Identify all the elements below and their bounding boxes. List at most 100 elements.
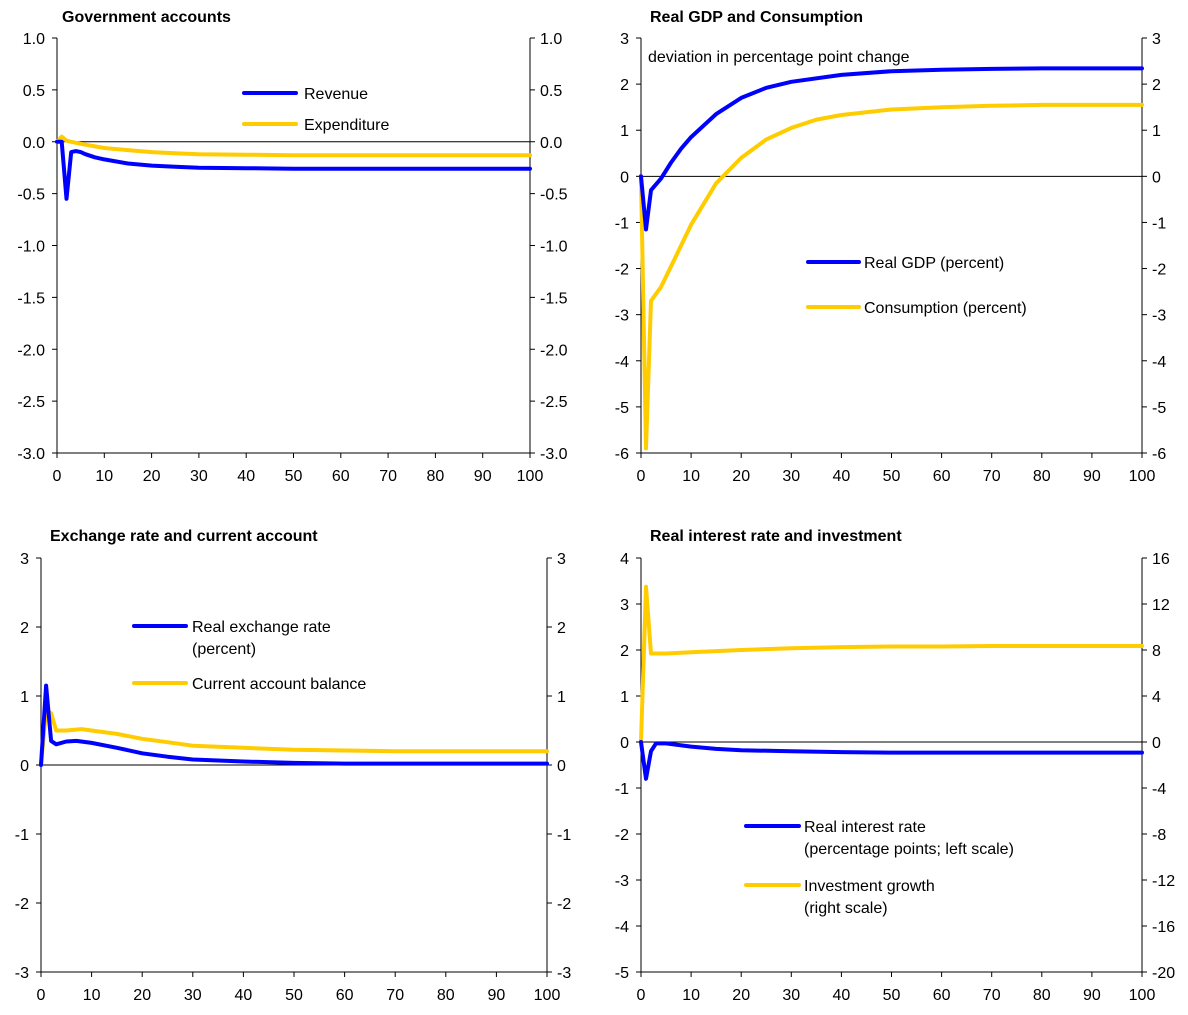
x-tick-label: 70 <box>983 468 1001 485</box>
x-tick-label: 0 <box>637 987 646 1004</box>
y-tick-label-left: 4 <box>620 551 629 568</box>
y-tick-label-left: 1.0 <box>23 31 45 48</box>
y-tick-label-left: 2 <box>620 77 629 94</box>
x-tick-label: 40 <box>235 987 253 1004</box>
legend-label: Current account balance <box>192 676 366 693</box>
chart-panel-2: Real GDP and Consumption3210-1-2-3-4-5-6… <box>615 9 1167 485</box>
x-tick-label: 70 <box>983 987 1001 1004</box>
series-line-1 <box>39 683 549 767</box>
x-tick-label: 30 <box>782 468 800 485</box>
chart-panel-3: Exchange rate and current account 3 2 10 -1 -… <box>15 528 572 1004</box>
x-tick-label: 100 <box>534 987 561 1004</box>
y-tick-label-right: 0.5 <box>540 83 562 100</box>
y-tick-label-left: 3 <box>620 597 629 614</box>
y-tick-label-left: 2 <box>20 620 29 637</box>
x-tick-label: 50 <box>883 468 901 485</box>
y-tick-label-left: -4 <box>615 354 629 371</box>
x-tick-label: 90 <box>1083 468 1101 485</box>
y-tick-label-right: 2 <box>1152 77 1161 94</box>
y-tick-label-left: 1 <box>620 123 629 140</box>
y-tick-label-right: -4 <box>1152 354 1166 371</box>
x-tick-label: 70 <box>386 987 404 1004</box>
chart-title: Exchange rate and current account <box>50 528 318 545</box>
legend-label: (percent) <box>192 641 256 658</box>
y-tick-label-right: 16 <box>1152 551 1170 568</box>
y-tick-label-right: 0.0 <box>540 135 562 152</box>
y-tick-label-left: -1 <box>615 215 629 232</box>
x-tick-label: 100 <box>1129 987 1156 1004</box>
x-tick-label: 10 <box>95 468 113 485</box>
legend-label: Real exchange rate <box>192 619 331 636</box>
x-tick-label: 0 <box>53 468 62 485</box>
x-tick-label: 90 <box>1083 987 1101 1004</box>
x-tick-label: 50 <box>883 987 901 1004</box>
y-tick-label-right: -20 <box>1152 965 1175 982</box>
x-tick-label: 90 <box>488 987 506 1004</box>
y-tick-label-left: 2 <box>620 643 629 660</box>
y-tick-label-right: -8 <box>1152 827 1166 844</box>
x-tick-label: 80 <box>1033 468 1051 485</box>
y-tick-label-left: -2 <box>615 262 629 279</box>
y-tick-label-left: 0 <box>620 169 629 186</box>
x-tick-label: 0 <box>37 987 46 1004</box>
x-tick-label: 80 <box>427 468 445 485</box>
y-tick-label-left: 1 <box>620 689 629 706</box>
legend-label: Consumption (percent) <box>864 300 1027 317</box>
y-tick-label-right: 1 <box>1152 123 1161 140</box>
y-tick-label-left: 0 <box>20 758 29 775</box>
y-tick-label-left: 3 <box>20 551 29 568</box>
chart-annotation: deviation in percentage point change <box>648 49 910 66</box>
y-tick-label-right: 8 <box>1152 643 1161 660</box>
x-tick-label: 80 <box>1033 987 1051 1004</box>
y-tick-label-left: -4 <box>615 919 629 936</box>
x-tick-label: 80 <box>437 987 455 1004</box>
x-tick-label: 60 <box>933 987 951 1004</box>
y-tick-label-left: -3 <box>615 308 629 325</box>
y-tick-label-right: -2 <box>1152 262 1166 279</box>
y-tick-label-right: -1.0 <box>540 239 568 256</box>
y-tick-label-left: -6 <box>615 446 629 463</box>
y-tick-label-right: 2 <box>557 620 566 637</box>
y-tick-label-left: -2 <box>615 827 629 844</box>
x-tick-label: 100 <box>1129 468 1156 485</box>
y-tick-label-right: -2 <box>557 896 571 913</box>
y-tick-label-left: -0.5 <box>17 187 45 204</box>
legend-label: Expenditure <box>304 117 389 134</box>
y-tick-label-right: -1.5 <box>540 290 568 307</box>
x-tick-label: 50 <box>285 987 303 1004</box>
y-tick-label-left: 0.0 <box>23 135 45 152</box>
legend-label: (right scale) <box>804 900 888 917</box>
y-tick-label-right: 1.0 <box>540 31 562 48</box>
x-tick-label: 20 <box>732 468 750 485</box>
x-tick-label: 30 <box>184 987 202 1004</box>
y-tick-label-left: -1.5 <box>17 290 45 307</box>
y-tick-label-right: -1 <box>1152 215 1166 232</box>
y-tick-label-right: -1 <box>557 827 571 844</box>
y-tick-label-right: 3 <box>1152 31 1161 48</box>
y-tick-label-left: -3 <box>615 873 629 890</box>
legend-label: Real interest rate <box>804 819 926 836</box>
y-tick-label-left: -3.0 <box>17 446 45 463</box>
chart-panel-4: Real interest rate and investment 4 3 2 1 0 -1… <box>615 528 1175 1004</box>
y-tick-label-left: -2 <box>15 896 29 913</box>
y-tick-label-left: -2.5 <box>17 394 45 411</box>
y-tick-label-right: -12 <box>1152 873 1175 890</box>
y-tick-label-left: 0 <box>620 735 629 752</box>
y-tick-label-right: -0.5 <box>540 187 568 204</box>
y-tick-label-right: -4 <box>1152 781 1166 798</box>
y-tick-label-left: -1.0 <box>17 239 45 256</box>
legend-label: Investment growth <box>804 878 935 895</box>
legend-label: (percentage points; left scale) <box>804 841 1014 858</box>
y-tick-label-right: 0 <box>557 758 566 775</box>
y-tick-label-right: -3 <box>557 965 571 982</box>
y-tick-label-left: -1 <box>15 827 29 844</box>
chart-title: Real interest rate and investment <box>650 528 902 545</box>
x-tick-label: 20 <box>133 987 151 1004</box>
x-tick-label: 10 <box>83 987 101 1004</box>
series-line-1 <box>639 66 1144 232</box>
y-tick-label-left: -5 <box>615 400 629 417</box>
y-tick-label-right: -6 <box>1152 446 1166 463</box>
y-tick-label-left: -5 <box>615 965 629 982</box>
